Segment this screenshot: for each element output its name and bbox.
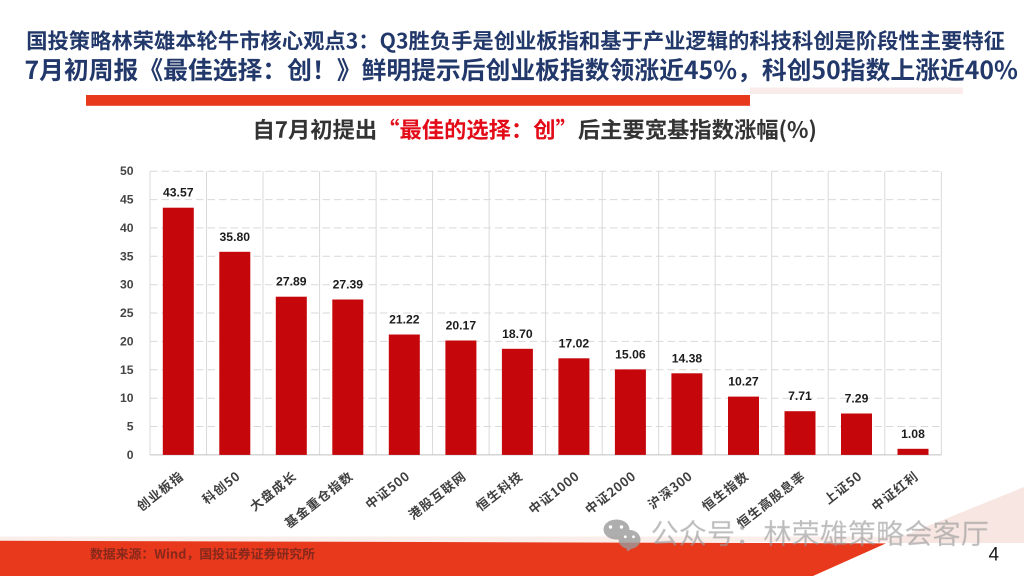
svg-text:43.57: 43.57 (163, 186, 194, 200)
svg-text:10: 10 (120, 391, 134, 405)
svg-text:14.38: 14.38 (672, 351, 703, 365)
svg-text:30: 30 (120, 278, 134, 292)
svg-text:18.70: 18.70 (502, 327, 533, 341)
svg-text:15: 15 (120, 363, 134, 377)
svg-text:45: 45 (120, 193, 134, 207)
svg-text:25: 25 (120, 306, 134, 320)
svg-text:27.89: 27.89 (276, 275, 307, 289)
svg-text:7.71: 7.71 (788, 389, 812, 403)
svg-text:5: 5 (127, 420, 134, 434)
svg-text:7.29: 7.29 (845, 392, 869, 406)
svg-text:35: 35 (120, 249, 134, 263)
svg-text:50: 50 (120, 164, 134, 178)
svg-text:40: 40 (120, 221, 134, 235)
svg-text:4: 4 (989, 545, 1000, 566)
svg-text:1.08: 1.08 (901, 427, 925, 441)
svg-text:0: 0 (127, 448, 134, 462)
svg-text:10.27: 10.27 (728, 375, 759, 389)
svg-text:20.17: 20.17 (446, 318, 477, 332)
svg-text:20: 20 (120, 334, 134, 348)
svg-text:27.39: 27.39 (333, 277, 364, 291)
svg-text:21.22: 21.22 (389, 312, 420, 326)
svg-text:15.06: 15.06 (615, 347, 646, 361)
svg-text:17.02: 17.02 (559, 336, 590, 350)
svg-text:35.80: 35.80 (220, 230, 251, 244)
